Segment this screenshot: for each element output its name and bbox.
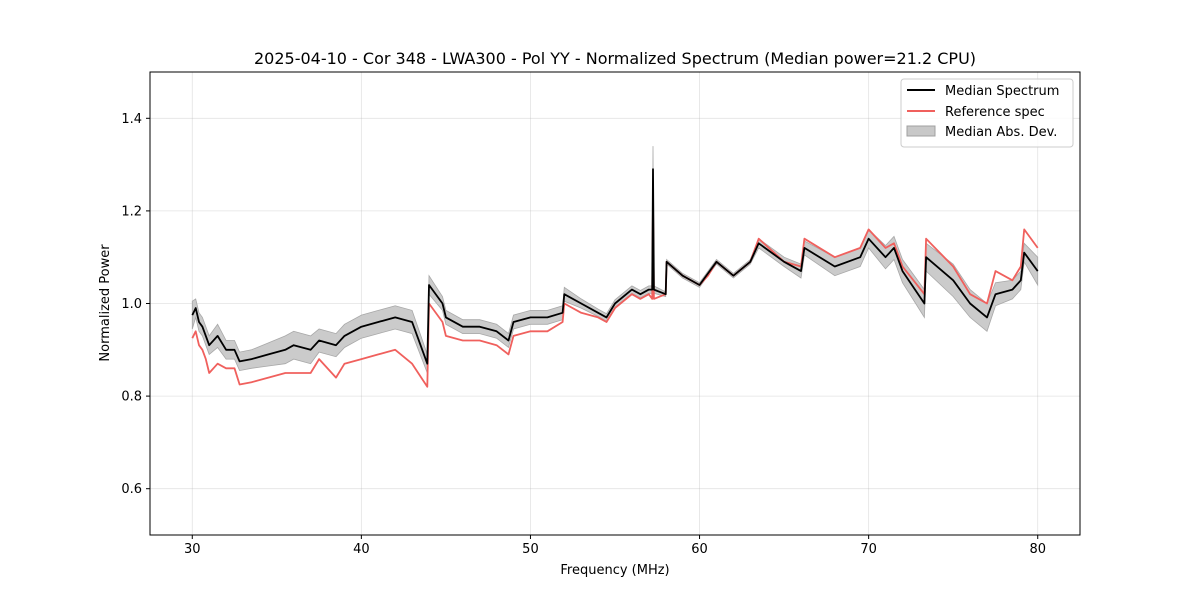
legend-mad-label: Median Abs. Dev.	[945, 125, 1057, 140]
mad-band-group	[191, 146, 1039, 374]
x-axis-ticks: 30 40 50 60 70 80	[184, 535, 1046, 557]
y-tick-label: 1.4	[121, 112, 142, 127]
legend-box	[900, 78, 1074, 148]
y-tick-label: 0.8	[121, 390, 142, 405]
chart-title: 2025-04-10 - Cor 348 - LWA300 - Pol YY -…	[254, 49, 976, 68]
mad-band	[191, 146, 1039, 374]
legend-median-label: Median Spectrum	[945, 84, 1059, 99]
y-tick-label: 0.6	[121, 482, 142, 497]
x-axis-label: Frequency (MHz)	[560, 563, 669, 578]
y-axis-label: Normalized Power	[98, 244, 113, 362]
legend-mad-swatch	[906, 125, 936, 137]
series-lines	[191, 168, 1039, 388]
y-tick-label: 1.2	[121, 204, 142, 219]
x-tick-label: 30	[184, 542, 201, 557]
legend: Median Spectrum Reference spec Median Ab…	[900, 78, 1074, 148]
legend-reference-label: Reference spec	[945, 105, 1045, 120]
median-spectrum-line	[191, 168, 1039, 365]
x-tick-label: 80	[1029, 542, 1046, 557]
x-tick-label: 40	[353, 542, 370, 557]
x-tick-label: 70	[860, 542, 877, 557]
x-tick-label: 60	[691, 542, 708, 557]
y-tick-label: 1.0	[121, 297, 142, 312]
y-axis-ticks: 0.6 0.8 1.0 1.2 1.4	[121, 112, 150, 497]
reference-spec-line	[191, 200, 1039, 388]
x-tick-label: 50	[522, 542, 539, 557]
